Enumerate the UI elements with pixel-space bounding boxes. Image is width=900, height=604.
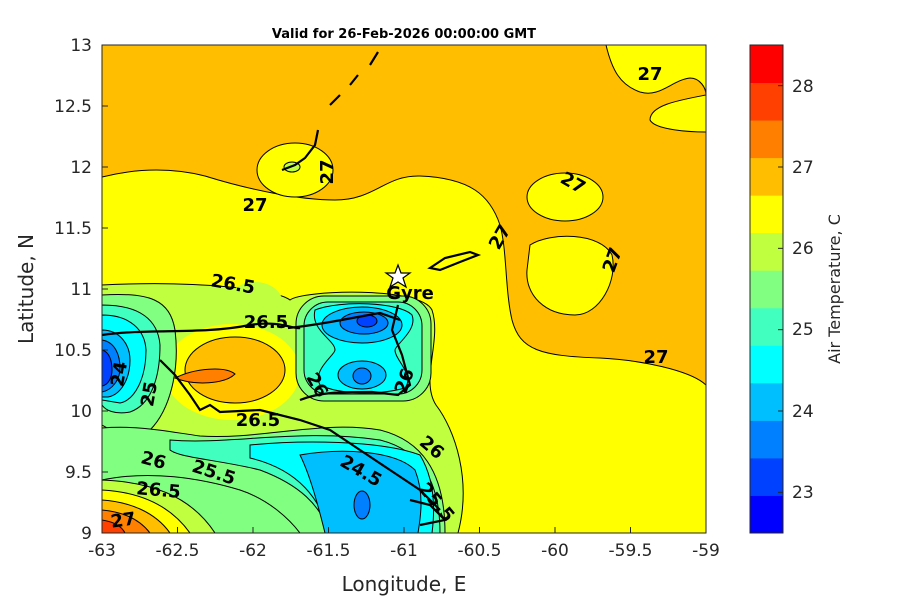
band-amber-inner [184, 336, 286, 404]
y-tick-label: 10.5 [54, 341, 92, 361]
contour-label: 27 [109, 508, 137, 532]
band-lime-n [227, 282, 283, 326]
colorbar-label: Air Temperature, C [825, 214, 844, 364]
y-axis: 9 9.5 10 10.5 11 11.5 12 12.5 13 Latitud… [14, 36, 108, 544]
y-tick-label: 12.5 [54, 97, 92, 117]
colorbar-band [750, 232, 783, 271]
colorbar-band [750, 307, 783, 346]
colorbar-tick-label: 27 [792, 158, 814, 178]
colorbar-band [750, 495, 783, 534]
colorbar-ticks: 23 24 25 26 27 28 [792, 77, 814, 503]
y-tick-label: 9.5 [65, 463, 92, 483]
band-deep-w [102, 349, 113, 387]
x-tick-label: -60 [541, 541, 569, 561]
colorbar-band [750, 270, 783, 309]
band-yellow-east1 [526, 172, 604, 222]
colorbar-band [750, 457, 783, 496]
y-tick-label: 13 [70, 36, 92, 56]
y-tick-label: 12 [70, 158, 92, 178]
coastlines [102, 51, 482, 527]
contour-field [102, 45, 706, 533]
x-axis: -63 -62.5 -62 -61.5 -61 -60.5 -60 -59.5 … [88, 527, 720, 596]
contour-label: 26.5 [244, 312, 288, 333]
y-tick-label: 9 [81, 524, 92, 544]
figure-title: Valid for 26-Feb-2026 00:00:00 GMT [272, 27, 536, 42]
contour-label: 27 [643, 347, 668, 368]
colorbar-band [750, 45, 783, 84]
x-tick-label: -59.5 [609, 541, 653, 561]
y-tick-label: 11.5 [54, 219, 92, 239]
y-axis-label: Latitude, N [14, 234, 38, 344]
x-tick-label: -61.5 [307, 541, 351, 561]
contour-label: 24 [107, 360, 132, 388]
x-tick-label: -60.5 [458, 541, 502, 561]
band-yellow-east2 [526, 235, 614, 316]
band-orange-inner [173, 368, 236, 384]
band-blue-c2 [352, 367, 372, 385]
colorbar-band [750, 382, 783, 421]
colorbar-band [750, 120, 783, 159]
contour-label: 25 [137, 380, 162, 408]
band-blue-s [353, 490, 371, 520]
contour-label: 27 [637, 64, 662, 85]
x-tick-label: -59 [692, 541, 720, 561]
x-tick-label: -61 [390, 541, 418, 561]
colorbar-tick-label: 23 [792, 483, 814, 503]
colorbar-tick-label: 26 [792, 239, 814, 259]
band-redorange-sw [102, 519, 126, 533]
contour-labels: 27 27 27 27 27 27 27 26.5 26.5 26.5 26 2… [107, 64, 668, 533]
contour-label: 27 [317, 159, 338, 184]
y-tick-label: 10 [70, 402, 92, 422]
y-tick-label: 11 [70, 280, 92, 300]
marker-label: Gyre [386, 283, 434, 304]
colorbar-frame [749, 44, 784, 534]
x-tick-label: -63 [88, 541, 116, 561]
colorbar-band [750, 420, 783, 459]
colorbar-band [750, 195, 783, 234]
star-icon [384, 263, 412, 289]
x-axis-label: Longitude, E [342, 572, 467, 596]
band-yellow-ne [605, 45, 706, 133]
colorbar-tick-label: 24 [792, 402, 814, 422]
colorbar-band [750, 345, 783, 384]
colorbar [749, 44, 784, 534]
x-tick-label: -62 [239, 541, 267, 561]
colorbar-band [750, 157, 783, 196]
contour-label: 26.5 [135, 478, 181, 503]
colorbar-tick-label: 25 [792, 320, 814, 340]
x-tick-label: -62.5 [156, 541, 200, 561]
colorbar-tick-label: 28 [792, 77, 814, 97]
contour-label: 26.5 [236, 410, 280, 431]
contour-label: 27 [242, 195, 267, 216]
colorbar-band [750, 82, 783, 121]
